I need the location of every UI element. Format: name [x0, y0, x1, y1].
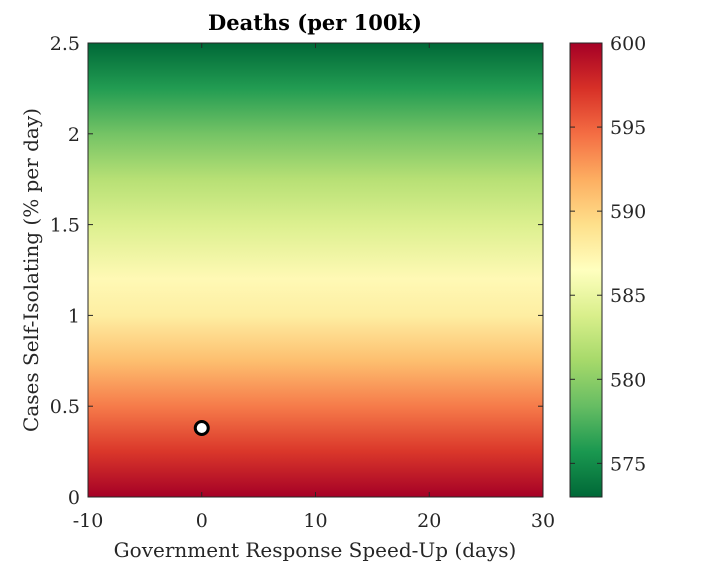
colorbar-tick-label: 575 [610, 453, 646, 475]
chart-title: Deaths (per 100k) [208, 10, 422, 35]
y-tick-label: 2.5 [50, 33, 80, 55]
x-tick-label: 20 [417, 510, 441, 532]
y-tick-label: 2 [68, 124, 80, 146]
y-axis-label: Cases Self-Isolating (% per day) [19, 108, 43, 432]
x-axis-label: Government Response Speed-Up (days) [114, 538, 517, 562]
colorbar-tick-label: 585 [610, 285, 646, 307]
y-tick-label: 1.5 [50, 215, 80, 237]
colorbar-tick-label: 590 [610, 201, 646, 223]
heatmap-area [88, 43, 543, 497]
x-tick-label: -10 [73, 510, 104, 532]
colorbar [570, 43, 602, 497]
x-tick-label: 30 [531, 510, 555, 532]
x-tick-label: 10 [303, 510, 327, 532]
colorbar-tick-label: 595 [610, 117, 646, 139]
y-tick-label: 0.5 [50, 396, 80, 418]
x-axis-ticks: -10 0 10 20 30 [73, 43, 555, 532]
colorbar-tick-label: 580 [610, 369, 646, 391]
y-tick-label: 0 [68, 487, 80, 509]
x-tick-label: 0 [196, 510, 208, 532]
colorbar-ticks: 575 580 585 590 595 600 [570, 33, 646, 475]
colorbar-frame [569, 42, 603, 498]
colorbar-tick-label: 600 [610, 33, 646, 55]
y-axis-ticks: 0 0.5 1 1.5 2 2.5 [50, 33, 543, 509]
current-policy-marker [193, 419, 210, 436]
y-tick-label: 1 [68, 305, 80, 327]
